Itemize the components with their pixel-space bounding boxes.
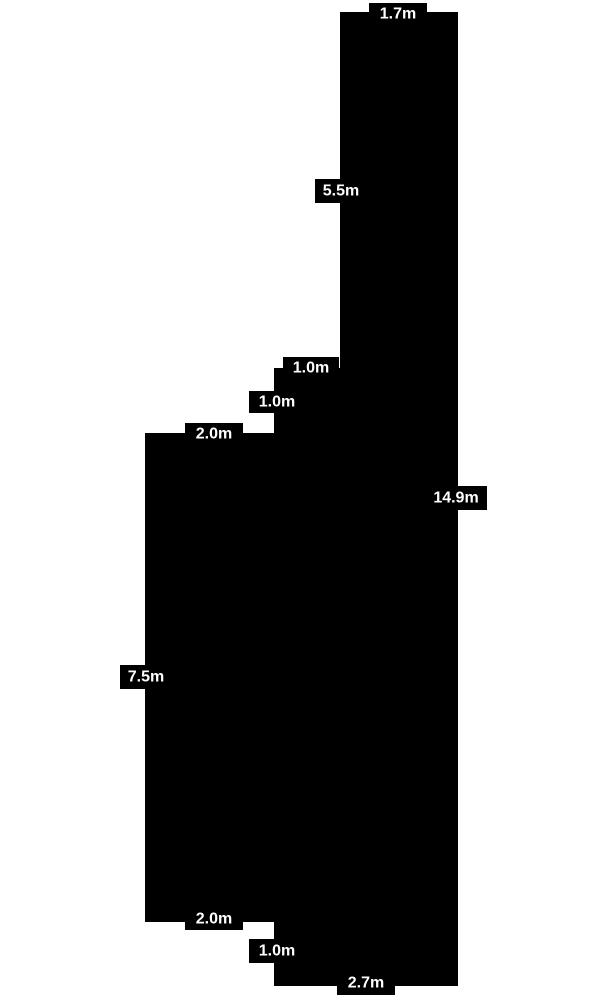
dimension-label-right-wall: 14.9m [425, 486, 487, 510]
dimension-label-upper-left-wall: 5.5m [315, 179, 367, 203]
dimension-label-text: 1.0m [259, 943, 295, 960]
dimension-label-bg [249, 939, 305, 963]
floor-plan-shape [145, 12, 458, 986]
dimension-label-text: 2.0m [196, 426, 232, 443]
dimension-label-bottom-step: 2.0m [185, 908, 243, 930]
dimension-label-bg [283, 357, 339, 379]
dimension-label-step-lower: 2.0m [185, 423, 243, 445]
dimension-label-text: 1.0m [293, 360, 329, 377]
dimension-label-bg [369, 3, 427, 25]
dimension-label-bg [249, 391, 305, 413]
dimension-label-text: 2.7m [348, 975, 384, 992]
dimension-label-left-wall: 7.5m [120, 665, 172, 689]
dimension-label-text: 1.0m [259, 394, 295, 411]
dimension-label-bg [185, 908, 243, 930]
dimension-label-text: 2.0m [196, 911, 232, 928]
dimension-label-bottom-side: 1.0m [249, 939, 305, 963]
dimension-labels: 1.7m 5.5m 1.0m 1.0m 2.0m 14.9m 7.5m 2.0m 1.0m 2.7… [120, 3, 487, 995]
dimension-label-top: 1.7m [369, 3, 427, 25]
dimension-label-text: 1.7m [380, 6, 416, 23]
dimension-label-text: 14.9m [433, 490, 478, 507]
dimension-label-bg [315, 179, 367, 203]
dimension-label-text: 7.5m [128, 669, 164, 686]
dimension-label-bottom: 2.7m [337, 971, 395, 995]
dimension-label-step-side: 1.0m [249, 391, 305, 413]
dimension-label-bg [120, 665, 172, 689]
dimension-label-bg [425, 486, 487, 510]
dimension-label-step-upper: 1.0m [283, 357, 339, 379]
dimension-label-bg [185, 423, 243, 445]
dimension-label-bg [337, 971, 395, 995]
dimension-label-text: 5.5m [323, 183, 359, 200]
